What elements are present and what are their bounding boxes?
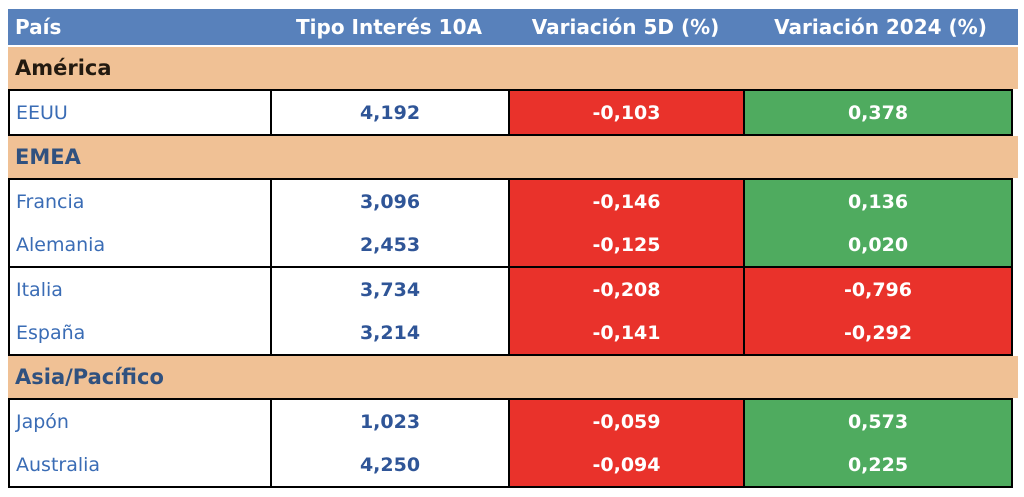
var2024-cell[interactable]: 0,136	[743, 180, 1011, 223]
var5d-cell[interactable]: -0,059	[508, 400, 743, 443]
row-group: EEUU 4,192 -0,103 0,378	[8, 89, 1013, 136]
country-cell[interactable]: Francia	[16, 190, 85, 213]
header-pais[interactable]: País	[15, 15, 62, 39]
country-cell[interactable]: España	[16, 321, 86, 344]
var5d-cell[interactable]: -0,208	[508, 268, 743, 311]
rates-table: País Tipo Interés 10A Variación 5D (%) V…	[8, 9, 1018, 488]
rate-cell[interactable]: 4,250	[270, 443, 508, 486]
var5d-cell[interactable]: -0,103	[508, 91, 743, 134]
var2024-cell[interactable]: 0,573	[743, 400, 1011, 443]
table-row-australia: Australia 4,250 -0,094 0,225	[10, 443, 1011, 486]
country-cell[interactable]: EEUU	[16, 101, 68, 124]
table-row-japon: Japón 1,023 -0,059 0,573	[10, 400, 1011, 443]
table-row-eeuu: EEUU 4,192 -0,103 0,378	[10, 91, 1011, 134]
var2024-cell[interactable]: -0,796	[743, 268, 1011, 311]
table-header: País Tipo Interés 10A Variación 5D (%) V…	[8, 9, 1018, 45]
var5d-cell[interactable]: -0,094	[508, 443, 743, 486]
rate-cell[interactable]: 2,453	[270, 223, 508, 266]
country-cell[interactable]: Alemania	[16, 233, 106, 256]
rate-cell[interactable]: 3,734	[270, 268, 508, 311]
rate-cell[interactable]: 1,023	[270, 400, 508, 443]
section-row-america[interactable]: América	[8, 47, 1018, 89]
var5d-cell[interactable]: -0,141	[508, 311, 743, 354]
var2024-cell[interactable]: 0,225	[743, 443, 1011, 486]
var2024-cell[interactable]: 0,378	[743, 91, 1011, 134]
row-group: Francia 3,096 -0,146 0,136 Alemania 2,453 -0,1…	[8, 178, 1013, 268]
country-cell[interactable]: Japón	[16, 410, 69, 433]
section-row-emea[interactable]: EMEA	[8, 136, 1018, 178]
header-tipo-interes-10a[interactable]: Tipo Interés 10A	[296, 15, 482, 39]
rate-cell[interactable]: 3,096	[270, 180, 508, 223]
table-row-espana: España 3,214 -0,141 -0,292	[10, 311, 1011, 354]
table-row-italia: Italia 3,734 -0,208 -0,796	[10, 268, 1011, 311]
table-row-francia: Francia 3,096 -0,146 0,136	[10, 180, 1011, 223]
row-group: Italia 3,734 -0,208 -0,796 España 3,214 -0,141…	[8, 266, 1013, 356]
country-cell[interactable]: Australia	[16, 453, 101, 476]
var5d-cell[interactable]: -0,146	[508, 180, 743, 223]
var2024-cell[interactable]: 0,020	[743, 223, 1011, 266]
rate-cell[interactable]: 4,192	[270, 91, 508, 134]
header-variacion-2024[interactable]: Variación 2024 (%)	[774, 15, 987, 39]
table-row-alemania: Alemania 2,453 -0,125 0,020	[10, 223, 1011, 266]
section-row-asia-pacifico[interactable]: Asia/Pacífico	[8, 356, 1018, 398]
row-group: Japón 1,023 -0,059 0,573 Australia 4,250 -0,09…	[8, 398, 1013, 488]
var5d-cell[interactable]: -0,125	[508, 223, 743, 266]
header-variacion-5d[interactable]: Variación 5D (%)	[531, 15, 720, 39]
var2024-cell[interactable]: -0,292	[743, 311, 1011, 354]
country-cell[interactable]: Italia	[16, 278, 63, 301]
rate-cell[interactable]: 3,214	[270, 311, 508, 354]
table-body: América EEUU 4,192 -0,103 0,378 EMEA Francia 3,…	[8, 47, 1018, 488]
